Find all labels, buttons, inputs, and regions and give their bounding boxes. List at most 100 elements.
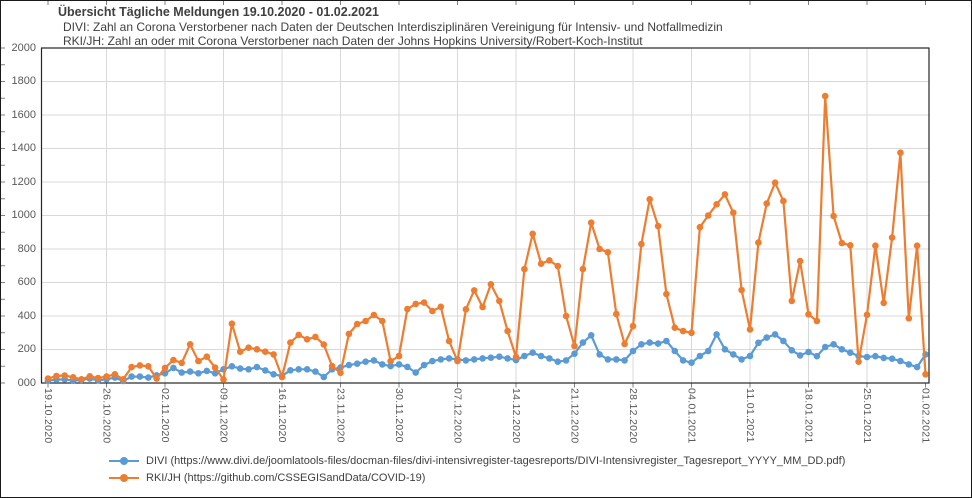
RKI/JH-point: [462, 306, 470, 313]
DIVI-point: [704, 347, 712, 355]
RKI/JH-point: [780, 197, 787, 205]
RKI/JH-point: [504, 327, 511, 335]
DIVI-point: [888, 355, 896, 363]
DIVI-point: [353, 360, 361, 368]
DIVI-point: [504, 355, 511, 362]
DIVI-point: [429, 357, 436, 365]
RKI/JH-point: [629, 322, 637, 330]
RKI/JH-point: [571, 342, 578, 350]
x-tick-label: 26.10.2020: [100, 388, 113, 444]
chart-subtitle-divi: DIVI: Zahl an Corona Verstorbener nach D…: [63, 20, 723, 34]
DIVI-point: [571, 350, 578, 358]
RKI/JH-point: [646, 196, 653, 203]
RKI/JH-point: [353, 320, 361, 328]
RKI/JH-point: [178, 359, 185, 367]
DIVI-point: [629, 347, 637, 355]
y-tick-label: 000: [17, 376, 36, 389]
RKI/JH-point: [880, 299, 887, 307]
RKI/JH-point: [170, 356, 177, 364]
RKI/JH-point: [913, 242, 921, 249]
DIVI-point: [546, 355, 553, 362]
RKI/JH-point: [86, 373, 94, 380]
RKI/JH-point: [537, 260, 545, 268]
y-tick-label: 1000: [11, 209, 36, 221]
x-tick-label: 07.12.2020: [451, 388, 464, 444]
RKI/JH-point: [922, 371, 929, 378]
DIVI-point: [755, 339, 762, 347]
RKI/JH-point: [805, 311, 812, 318]
y-tick-label: 1800: [11, 75, 36, 87]
RKI/JH-point: [270, 351, 277, 358]
RKI/JH-point: [262, 348, 269, 356]
chart-legend: DIVI (https://www.divi.de/joomlatools-fi…: [109, 452, 845, 486]
DIVI-point: [245, 366, 252, 373]
RKI/JH-point: [429, 307, 436, 315]
DIVI-point: [186, 368, 194, 375]
RKI/JH-point: [370, 311, 378, 319]
DIVI-point: [387, 362, 394, 370]
RKI/JH-point: [654, 222, 662, 230]
RKI/JH-point: [53, 372, 60, 380]
y-tick-label: 200: [17, 343, 36, 355]
RKI/JH-point: [771, 179, 779, 186]
DIVI-point: [287, 367, 294, 374]
RKI/JH-point: [746, 326, 754, 333]
DIVI-point: [771, 331, 779, 338]
DIVI-point: [805, 348, 812, 356]
legend-label-divi: DIVI (https://www.divi.de/joomlatools-fi…: [146, 454, 846, 467]
RKI/JH-point: [813, 317, 821, 325]
DIVI-point: [253, 363, 261, 371]
RKI/JH-point: [145, 363, 152, 370]
RKI/JH-point: [136, 362, 144, 369]
RKI/JH-point: [704, 212, 712, 219]
DIVI-point: [562, 357, 570, 364]
x-tick-label: 16.11.2020: [276, 388, 288, 443]
DIVI-point: [487, 354, 495, 362]
DIVI-point: [587, 332, 595, 339]
DIVI-point: [236, 365, 244, 372]
DIVI-point: [696, 352, 704, 360]
RKI/JH-point: [905, 315, 913, 322]
RKI/JH-point: [78, 376, 85, 383]
DIVI-point: [788, 347, 796, 354]
RKI/JH-point: [830, 212, 837, 220]
DIVI-point: [554, 358, 562, 366]
RKI/JH-point: [897, 149, 904, 156]
DIVI-point: [270, 371, 277, 378]
DIVI-point: [863, 353, 871, 361]
DIVI-point: [813, 352, 821, 360]
DIVI-point: [638, 341, 645, 348]
RKI/JH-point: [245, 344, 252, 352]
RKI/JH-point: [387, 357, 394, 365]
DIVI-point: [445, 355, 453, 362]
RKI/JH-point: [587, 219, 595, 226]
y-tick-label: 1600: [11, 108, 36, 121]
RKI/JH-point: [203, 353, 211, 361]
divi-series-marker-icon: [109, 456, 139, 465]
RKI/JH-point: [69, 374, 77, 381]
DIVI-point: [170, 364, 177, 372]
DIVI-point: [730, 351, 737, 358]
x-tick-label: 02.11.2020: [159, 388, 171, 443]
DIVI-point: [404, 363, 411, 371]
RKI/JH-point: [663, 290, 670, 298]
RKI/JH-point: [362, 317, 369, 325]
y-tick-label: 800: [17, 242, 36, 255]
RKI/JH-point: [554, 262, 562, 270]
RKI/JH-point: [404, 305, 411, 313]
DIVI-point: [395, 361, 403, 368]
DIVI-point: [379, 361, 386, 368]
RKI/JH-point: [788, 297, 796, 305]
DIVI-point: [796, 352, 804, 359]
RKI/JH-point: [153, 375, 160, 382]
RKI/JH-point: [44, 375, 52, 382]
RKI/JH-point: [738, 286, 745, 294]
RKI/JH-point: [863, 311, 871, 319]
RKI/JH-line: [46, 94, 927, 381]
chart-header: Übersicht Tägliche Meldungen 19.10.2020 …: [58, 5, 723, 48]
RKI/JH-point: [103, 373, 110, 380]
RKI/JH-point: [379, 317, 386, 325]
RKI/JH-point: [454, 357, 461, 365]
